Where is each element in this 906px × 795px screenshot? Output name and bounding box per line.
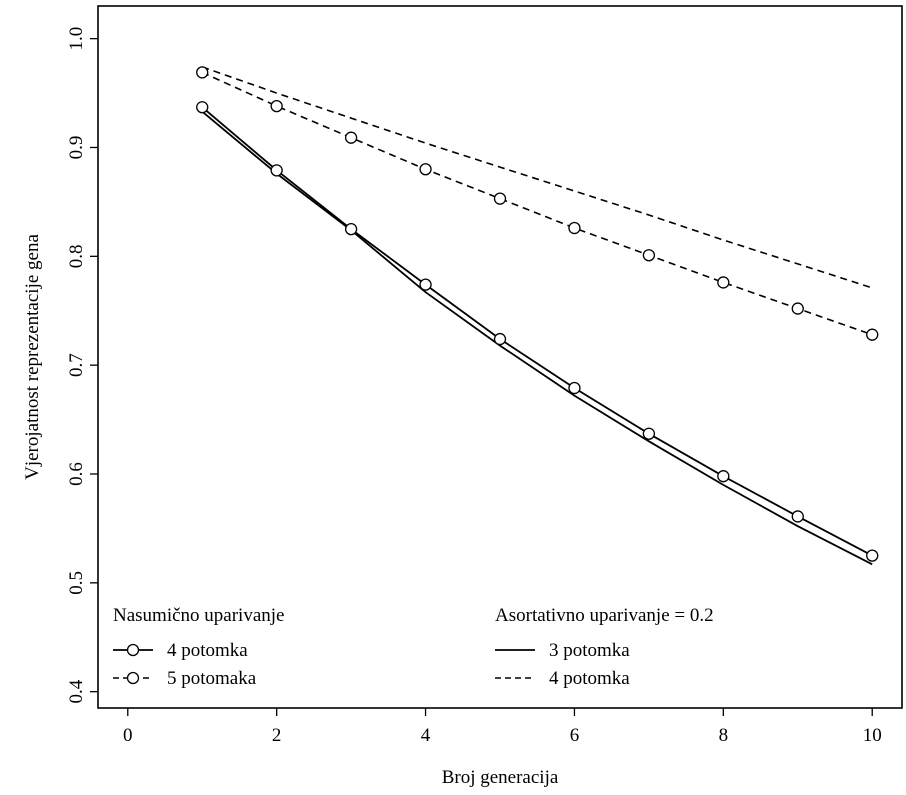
series-1-point (493, 332, 507, 346)
series-1-point (419, 278, 432, 291)
series-1-point (791, 510, 804, 523)
legend-entry-label: 4 potomka (167, 640, 248, 661)
series-2-point (791, 302, 804, 315)
legend-entry-label: 4 potomka (549, 668, 630, 689)
series-2-point (196, 66, 209, 79)
x-axis: 0 2 4 6 8 10 (123, 708, 882, 746)
series-line-4 (201, 66, 873, 289)
y-tick-label: 0.4 (66, 679, 87, 703)
marker-layer (196, 66, 879, 562)
series-1-point (568, 381, 581, 395)
series-2-point (568, 221, 581, 235)
x-axis-label: Broj generacija (442, 767, 559, 788)
series-line-3 (201, 110, 873, 566)
y-tick-label: 0.6 (66, 462, 87, 486)
y-tick-label: 0.7 (66, 353, 87, 377)
series-2-point (717, 276, 730, 289)
series-1-point (866, 549, 879, 562)
series-2-point (493, 192, 507, 205)
y-axis: 0.4 0.5 0.6 0.7 0.8 0.9 1.0 (66, 27, 98, 704)
y-tick-label: 1.0 (66, 27, 87, 51)
x-tick-label: 10 (863, 725, 882, 746)
series-1-point (717, 470, 730, 483)
series-1-point (196, 101, 209, 114)
series-layer (201, 66, 873, 566)
series-2-point (270, 99, 283, 113)
series-2-point (419, 163, 432, 176)
series-line-1 (201, 106, 873, 557)
series-2-point (642, 249, 656, 262)
series-1-point (642, 427, 656, 440)
legend-assortative-mating: Asortativno uparivanje = 0.2 3 potomka 4… (495, 605, 714, 689)
legend-title-random-mating: Nasumično uparivanje (113, 605, 284, 626)
legend-entry-3-potomka-assortative: 3 potomka (495, 640, 630, 661)
plot-frame (97, 5, 903, 709)
legend-entry-4-potomka-random: 4 potomka (113, 640, 248, 661)
legend-swatch-marker (126, 643, 140, 657)
x-tick-label: 8 (719, 725, 729, 746)
series-1-point (344, 222, 358, 236)
x-tick-label: 4 (421, 725, 431, 746)
legend-entry-label: 3 potomka (549, 640, 630, 661)
y-tick-label: 0.9 (66, 136, 87, 160)
legend-swatch-marker (126, 671, 140, 685)
y-axis-label: Vjerojatnost reprezentacije gena (22, 234, 43, 480)
y-tick-label: 0.8 (66, 244, 87, 268)
legend-entry-5-potomaka-random: 5 potomaka (113, 668, 257, 689)
series-line-2 (201, 71, 873, 336)
legend-entry-label: 5 potomaka (167, 668, 257, 689)
legend-title-assortative-mating: Asortativno uparivanje = 0.2 (495, 605, 714, 626)
legend-entry-4-potomka-assortative: 4 potomka (495, 668, 630, 689)
series-2-point (344, 131, 358, 144)
x-tick-label: 6 (570, 725, 580, 746)
series-1-point (270, 164, 283, 177)
series-2-point (866, 328, 879, 341)
x-tick-label: 2 (272, 725, 282, 746)
legend-random-mating: Nasumično uparivanje 4 potomka 5 potomak… (113, 605, 284, 689)
y-tick-label: 0.5 (66, 571, 87, 595)
x-tick-label: 0 (123, 725, 133, 746)
